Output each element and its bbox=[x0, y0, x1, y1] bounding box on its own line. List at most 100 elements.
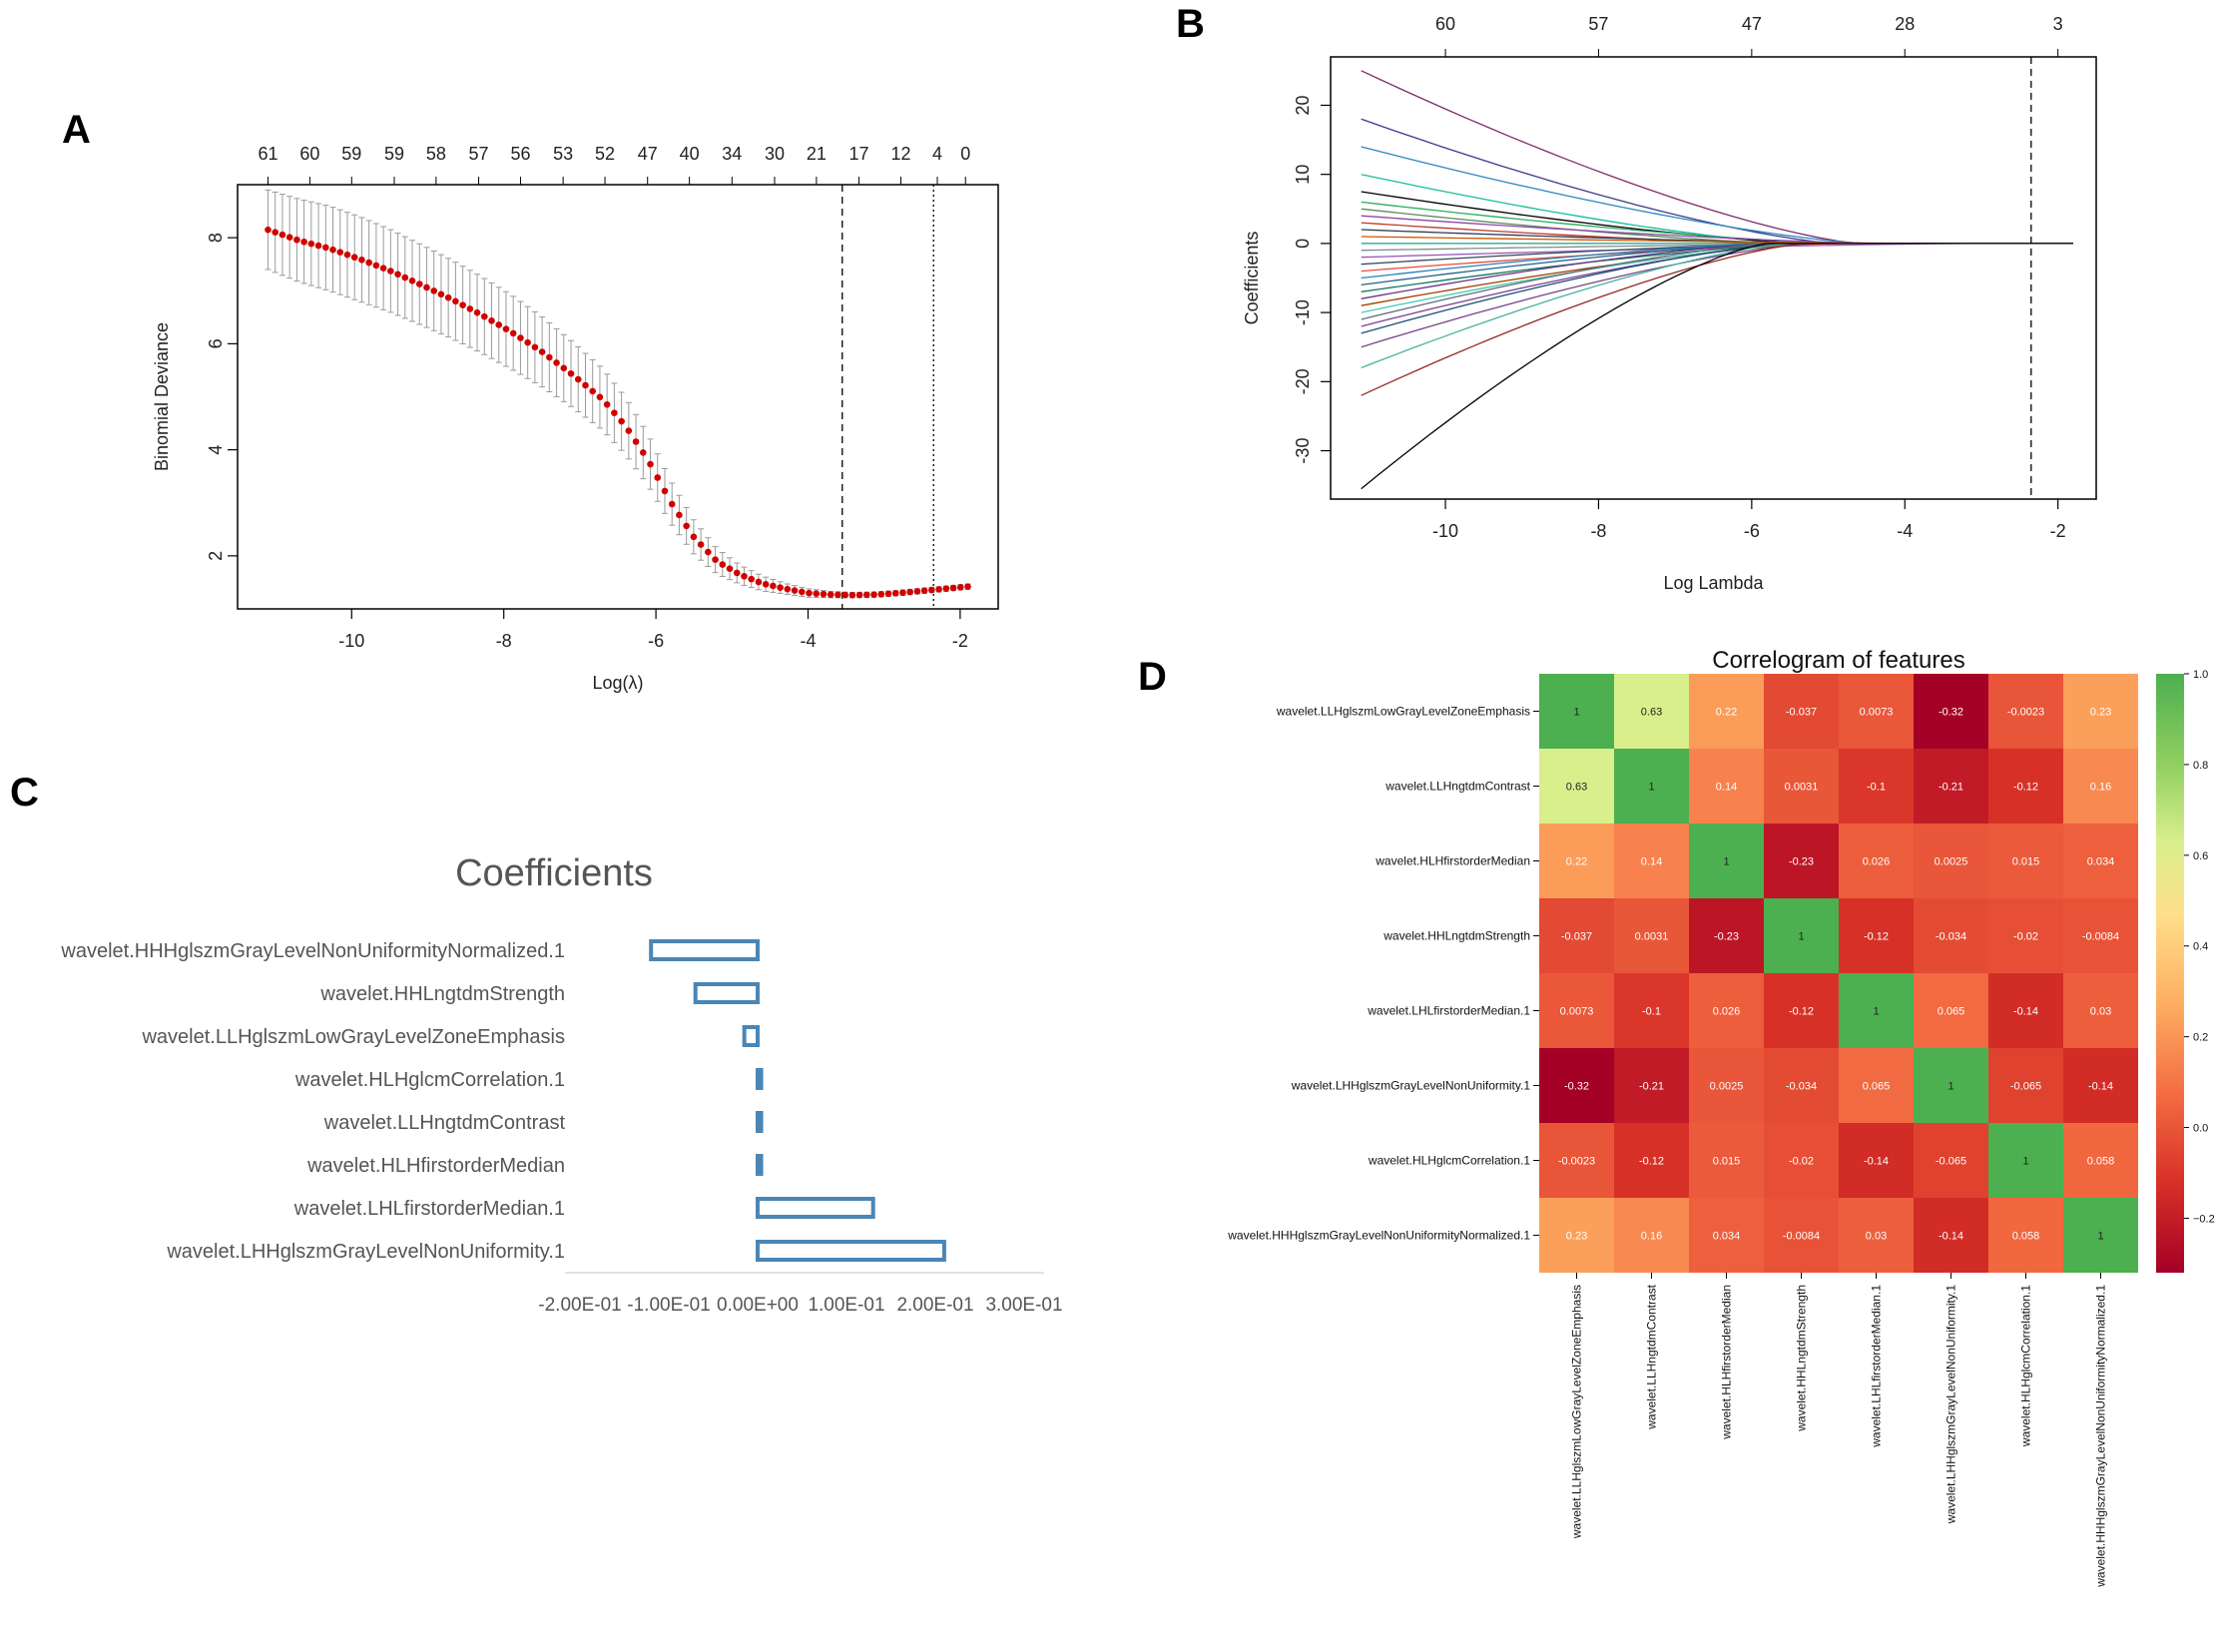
y-tick-label: 2 bbox=[206, 551, 226, 561]
cell-value: 0.015 bbox=[2012, 856, 2040, 868]
cell-value: -0.23 bbox=[1789, 856, 1814, 868]
cell-value: 0.034 bbox=[2087, 856, 2115, 868]
cell-value: 1 bbox=[1947, 1081, 1953, 1093]
data-point bbox=[632, 438, 640, 445]
cell-value: -0.02 bbox=[2013, 931, 2038, 943]
heatmap-cell bbox=[1614, 1198, 1689, 1273]
data-point bbox=[437, 290, 445, 298]
data-point bbox=[820, 590, 828, 598]
data-point bbox=[293, 236, 300, 244]
data-point bbox=[928, 586, 935, 594]
data-point bbox=[379, 265, 387, 272]
cell-value: 0.16 bbox=[1641, 1231, 1662, 1243]
cell-value: 0.026 bbox=[1713, 1006, 1741, 1018]
coef-path-line bbox=[1361, 215, 2073, 245]
heatmap-cell bbox=[2063, 1123, 2138, 1198]
cell-value: 0.03 bbox=[2090, 1006, 2111, 1018]
heatmap-cell bbox=[1689, 824, 1764, 898]
panel-b-coef-path-plot: -10 -8 -6 -4 -2 -30 -20 -10 0 10 20 60 57 47 28 3 Log La… bbox=[1242, 14, 2097, 593]
x-tick-label: -10 bbox=[1432, 521, 1458, 541]
data-point bbox=[705, 548, 712, 556]
heatmap-cell bbox=[2063, 749, 2138, 824]
cell-value: -0.14 bbox=[2013, 1006, 2038, 1018]
coefficient-bar bbox=[756, 1240, 946, 1262]
data-point bbox=[647, 460, 654, 468]
heatmap-cell bbox=[1839, 1198, 1914, 1273]
cell-value: 0.0025 bbox=[1935, 856, 1968, 868]
col-label: wavelet.LLHglszmLowGrayLevelZoneEmphasis bbox=[1570, 1285, 1584, 1539]
heatmap-cell bbox=[1988, 749, 2063, 824]
data-point bbox=[741, 572, 748, 580]
plot-frame bbox=[237, 184, 999, 610]
coefficient-bar bbox=[756, 1154, 764, 1176]
heatmap-cell bbox=[1689, 973, 1764, 1048]
y-tick-label: -10 bbox=[1293, 299, 1313, 325]
x-tick-label: -4 bbox=[1897, 521, 1913, 541]
coef-path-line bbox=[1361, 243, 2073, 279]
heatmap-cell bbox=[1988, 898, 2063, 973]
data-point bbox=[387, 268, 394, 275]
cell-value: 0.0073 bbox=[1860, 707, 1894, 719]
coef-path-line bbox=[1361, 70, 2073, 245]
top-tick-label: 60 bbox=[1435, 14, 1455, 34]
data-point bbox=[459, 301, 466, 308]
data-point bbox=[906, 588, 914, 596]
data-point bbox=[553, 359, 560, 366]
cell-value: -0.21 bbox=[1939, 782, 1963, 794]
row-label: wavelet.HLHfirstorderMedian bbox=[1375, 854, 1530, 868]
heatmap-cell bbox=[1539, 973, 1614, 1048]
cell-value: -0.0084 bbox=[2082, 931, 2119, 943]
data-point bbox=[798, 588, 806, 596]
x-tick-label: -10 bbox=[338, 631, 364, 651]
coefficient-bar bbox=[742, 1025, 761, 1047]
heatmap-cell bbox=[1614, 674, 1689, 749]
data-point bbox=[668, 500, 676, 508]
data-point bbox=[755, 578, 763, 586]
data-point bbox=[415, 280, 423, 287]
x-tick-label: -2 bbox=[952, 631, 968, 651]
heatmap-cell bbox=[1614, 1123, 1689, 1198]
cell-value: 0.0031 bbox=[1785, 782, 1819, 794]
cell-value: 0.015 bbox=[1713, 1156, 1741, 1168]
cell-value: -0.1 bbox=[1867, 782, 1886, 794]
cell-value: -0.12 bbox=[2013, 782, 2038, 794]
heatmap-cell bbox=[1914, 824, 1988, 898]
data-point bbox=[863, 591, 870, 599]
heatmap-cell bbox=[1689, 1198, 1764, 1273]
heatmap-cell bbox=[1614, 824, 1689, 898]
data-point bbox=[321, 244, 329, 252]
row-label: wavelet.HHLngtdmStrength bbox=[1383, 929, 1530, 943]
x-tick-label: -2 bbox=[2050, 521, 2066, 541]
data-point bbox=[495, 321, 503, 328]
cell-value: 0.026 bbox=[1863, 856, 1891, 868]
x-tick-label: -1.00E-01 bbox=[627, 1295, 710, 1316]
coef-path-line bbox=[1361, 243, 2073, 369]
cell-value: -0.14 bbox=[1864, 1156, 1889, 1168]
cell-value: 1 bbox=[2097, 1231, 2103, 1243]
y-tick-label: 20 bbox=[1293, 95, 1313, 115]
heatmap-cell bbox=[1914, 749, 1988, 824]
col-label: wavelet.HHHglszmGrayLevelNonUniformityNo… bbox=[2094, 1285, 2108, 1588]
data-point bbox=[956, 584, 964, 591]
y-tick-label: 10 bbox=[1293, 165, 1313, 185]
top-tick-label: 59 bbox=[384, 144, 404, 164]
coef-path-line bbox=[1361, 243, 2073, 306]
data-point bbox=[791, 587, 799, 594]
top-tick-label: 47 bbox=[638, 144, 658, 164]
heatmap-cell bbox=[1614, 1048, 1689, 1123]
data-point bbox=[372, 262, 380, 270]
data-point bbox=[855, 591, 863, 599]
data-point bbox=[884, 590, 892, 598]
coef-path-line bbox=[1361, 243, 2073, 320]
heatmap-cell bbox=[1764, 749, 1839, 824]
cell-value: 0.22 bbox=[1716, 707, 1737, 719]
coefficient-bar bbox=[649, 939, 761, 961]
x-axis-label: Log(λ) bbox=[592, 673, 643, 693]
data-point bbox=[430, 287, 438, 294]
data-point bbox=[358, 257, 365, 264]
top-tick-label: 61 bbox=[258, 144, 277, 164]
coef-path-line bbox=[1361, 191, 2073, 245]
x-tick-label: -6 bbox=[1744, 521, 1760, 541]
data-point bbox=[748, 575, 756, 583]
